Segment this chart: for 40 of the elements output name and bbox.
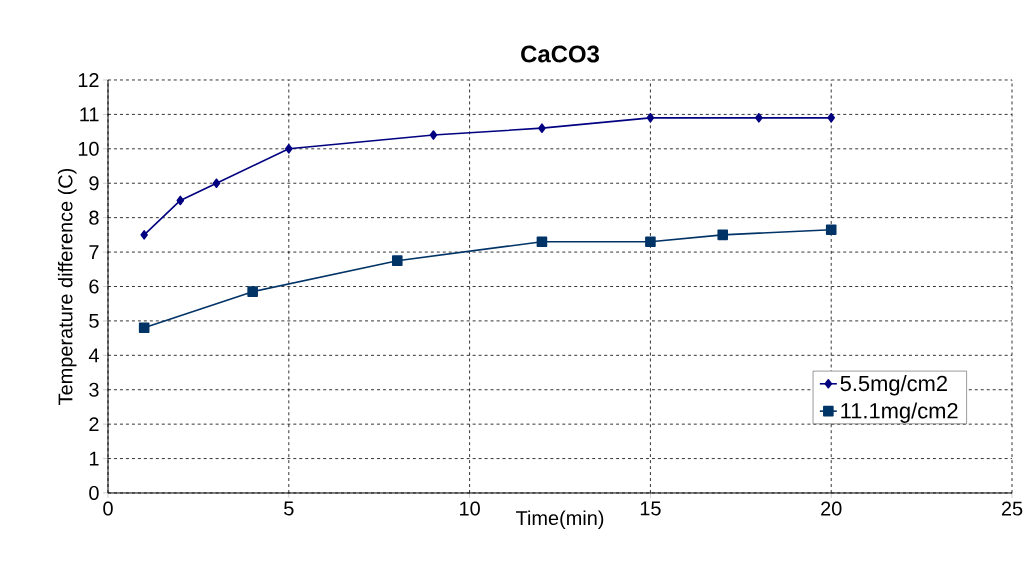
- x-tick-label: 25: [1001, 501, 1023, 516]
- point: [176, 195, 185, 206]
- point: [645, 236, 656, 248]
- y-tick-label: 10: [78, 141, 99, 156]
- y-tick-label: 9: [89, 176, 99, 191]
- x-tick-label: 10: [460, 501, 480, 516]
- y-tick-label: 2: [89, 417, 99, 432]
- y-tick-label: 5: [89, 313, 99, 328]
- point: [247, 286, 258, 297]
- x-tick-label: 20: [821, 501, 842, 516]
- point: [755, 113, 763, 123]
- point: [391, 255, 403, 266]
- x-tick-label: 0: [103, 501, 113, 516]
- y-axis-title: Temperature difference (C): [57, 168, 77, 405]
- y-tick-label: 4: [88, 348, 99, 363]
- legend-label: 5.5mg/cm2: [840, 375, 947, 396]
- y-tick-label: 1: [89, 451, 99, 466]
- point: [138, 322, 150, 334]
- point: [538, 123, 546, 133]
- x-tick-label: 15: [640, 501, 661, 516]
- y-tick-label: 6: [89, 279, 99, 294]
- point: [429, 130, 438, 140]
- chart-title: CaCO3: [521, 45, 599, 63]
- x-axis-title: Time(min): [516, 510, 604, 530]
- y-tick-label: 12: [78, 73, 99, 87]
- x-tick-label: 5: [284, 501, 294, 516]
- y-tick-label: 0: [89, 485, 99, 501]
- point: [825, 224, 837, 235]
- legend-label: 11.1mg/cm2: [841, 402, 958, 423]
- point: [536, 236, 548, 248]
- point: [140, 230, 148, 240]
- y-tick-label: 8: [89, 210, 99, 225]
- y-tick-label: 3: [89, 382, 99, 397]
- y-tick-label: 11: [80, 107, 99, 122]
- point: [717, 229, 729, 241]
- point: [212, 178, 221, 189]
- point: [285, 144, 293, 154]
- point: [646, 113, 655, 123]
- point: [827, 113, 836, 123]
- y-tick-label: 7: [89, 245, 99, 259]
